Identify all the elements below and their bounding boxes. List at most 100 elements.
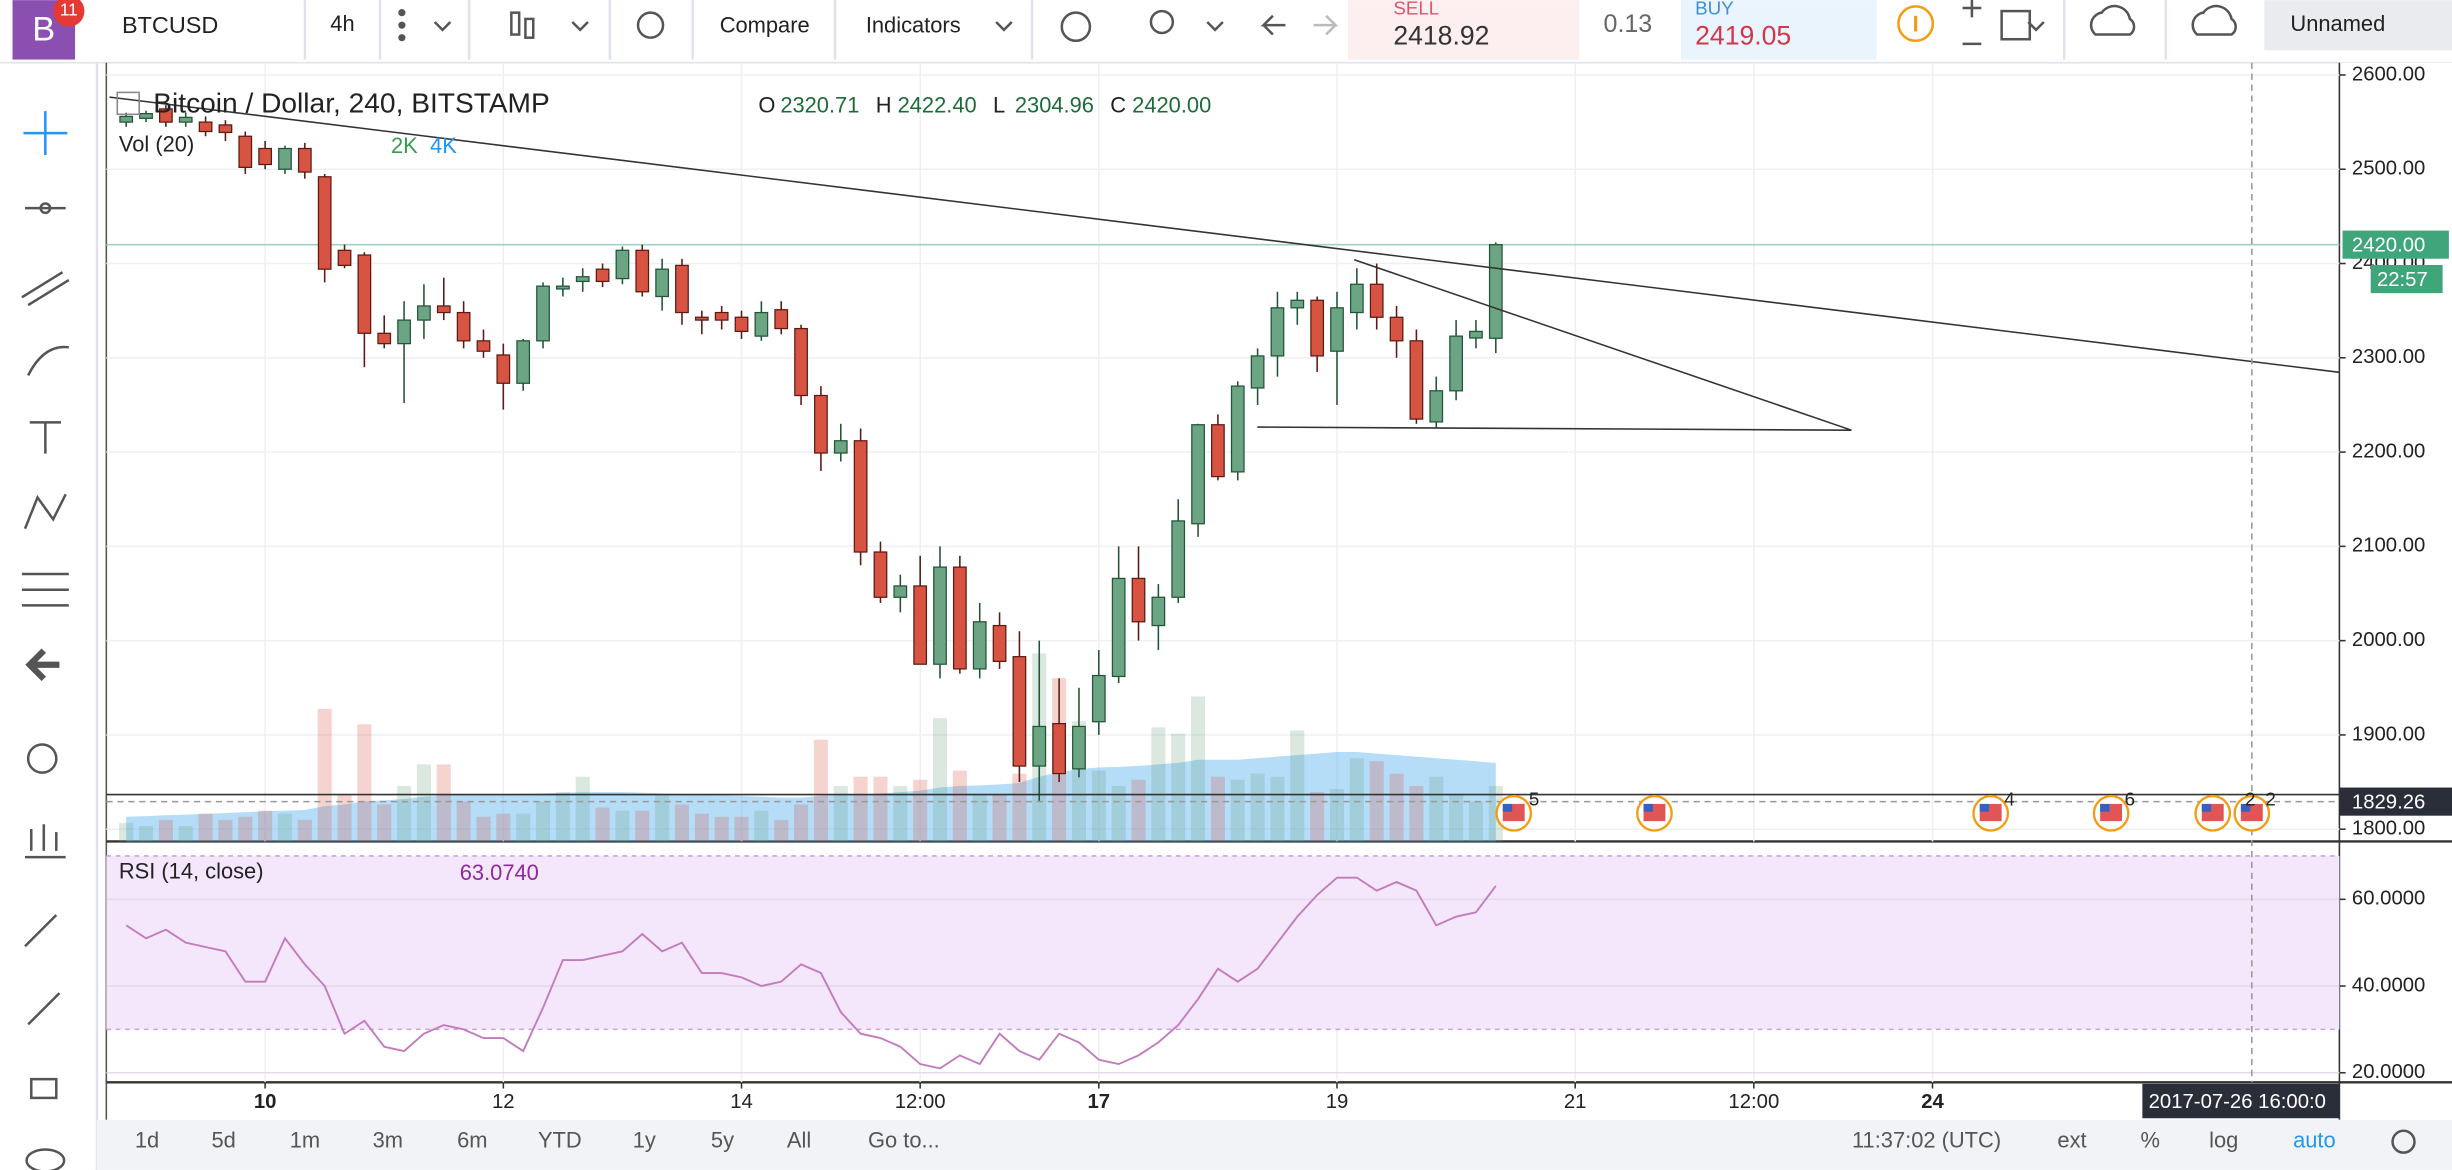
volume-bar [218, 819, 233, 842]
brush-tool[interactable] [27, 345, 69, 377]
ohlc-key: L [993, 92, 1005, 117]
ext-toggle[interactable]: ext [2057, 1127, 2086, 1152]
trend-tool[interactable] [21, 271, 70, 307]
volume-bar [754, 810, 769, 842]
range-button[interactable]: 6m [457, 1127, 487, 1152]
indicators-button[interactable]: Indicators [866, 13, 961, 38]
bulb-icon[interactable] [1149, 9, 1175, 35]
volume-bar [1449, 795, 1464, 842]
dropdown[interactable] [2027, 21, 2045, 32]
bottom-bar-items: 1d 5d 1m 3m 6m YTD 1y 5y All Go to... [135, 1127, 940, 1152]
dots [398, 34, 406, 42]
cloud-load[interactable] [2089, 4, 2136, 36]
range-button[interactable]: All [787, 1127, 811, 1152]
back-tool[interactable] [25, 648, 60, 682]
dropdown[interactable] [571, 21, 589, 32]
event-flag-canton [1979, 803, 1990, 812]
volume-bar [357, 724, 372, 842]
volume-bar [1429, 776, 1444, 842]
percent-toggle[interactable]: % [2140, 1127, 2159, 1152]
crosshair-price: 1829.26 [2352, 792, 2425, 814]
ohlc-value: 2422.40 [898, 92, 977, 117]
range-button[interactable]: 5y [711, 1127, 734, 1152]
zoom-buttons[interactable] [1962, 0, 1982, 46]
zoom-tool[interactable] [26, 743, 58, 774]
candle-body [794, 327, 808, 397]
volume-bar [1349, 758, 1364, 842]
volume-bar [1250, 773, 1265, 842]
data-window-tool[interactable] [25, 824, 66, 859]
undo-icon[interactable] [1260, 14, 1286, 36]
range-button[interactable]: 3m [373, 1127, 403, 1152]
candle-body [317, 176, 332, 270]
volume-ma-area [126, 752, 1496, 842]
dropdown[interactable] [433, 21, 452, 32]
settings-icon[interactable] [2391, 1129, 2416, 1154]
candle-body [536, 285, 550, 342]
range-button[interactable]: 1y [633, 1127, 656, 1152]
auto-toggle[interactable]: auto [2293, 1127, 2336, 1152]
interval[interactable]: 4h [330, 11, 354, 36]
candle-body [198, 121, 213, 133]
candle-body [337, 249, 352, 267]
candle-body [1270, 307, 1285, 357]
info-icon[interactable] [1897, 5, 1935, 43]
volume-bar [178, 826, 193, 842]
candle-body [555, 285, 570, 290]
redo-icon[interactable] [1313, 14, 1339, 36]
alarm-icon[interactable] [1060, 11, 1092, 43]
event-flag-canton [1502, 803, 1513, 812]
lock-tool[interactable] [30, 1077, 58, 1100]
volume-bar [1151, 727, 1166, 842]
sell-box[interactable] [1347, 0, 1580, 60]
volume-bar [1329, 789, 1345, 842]
y-tick-label: 2300.00 [2352, 346, 2425, 368]
candle-body [635, 249, 650, 293]
text-tool[interactable] [29, 421, 61, 454]
range-button[interactable]: Go to... [868, 1127, 940, 1152]
crosshair-tool[interactable] [23, 111, 68, 155]
sell-price: 2418.92 [1393, 21, 1489, 51]
candle-body [1171, 520, 1186, 598]
dropdown[interactable] [995, 21, 1013, 32]
cloud-save[interactable] [2191, 4, 2237, 36]
measure-tool[interactable] [21, 572, 69, 607]
dropdown[interactable] [1206, 21, 1224, 32]
candle-body [853, 440, 868, 553]
candle-body [436, 305, 451, 314]
buy-box[interactable] [1681, 0, 1877, 60]
symbol[interactable]: BTCUSD [122, 12, 218, 38]
range-button[interactable]: 1m [290, 1127, 320, 1152]
candle-icon[interactable] [510, 11, 521, 36]
volume-legend: 2K [391, 133, 418, 158]
rsi-line [125, 876, 1497, 1070]
candle-body [178, 116, 193, 123]
volume-bar [932, 718, 948, 842]
volume-bar [833, 785, 848, 842]
candle-body [913, 585, 928, 665]
volume-bar [1171, 733, 1186, 842]
volume-bar [575, 776, 590, 842]
y-tick-label: 20.0000 [2352, 1061, 2425, 1083]
magnet-tool[interactable] [24, 914, 58, 948]
volume-bar [813, 739, 828, 842]
pencil-tool[interactable] [27, 992, 61, 1026]
layout-box[interactable] [2264, 0, 2452, 51]
range-button[interactable]: 1d [135, 1127, 159, 1152]
log-toggle[interactable]: log [2209, 1127, 2238, 1152]
range-button[interactable]: 5d [211, 1127, 235, 1152]
volume-bar [774, 819, 789, 842]
settings-icon[interactable] [636, 11, 665, 39]
volume-bar [456, 801, 471, 842]
candle-body [278, 147, 292, 170]
compare-button[interactable]: Compare [720, 13, 810, 38]
range-button[interactable]: YTD [538, 1127, 582, 1152]
candle-body [1052, 722, 1066, 775]
dots[interactable] [398, 9, 406, 17]
pattern-tool[interactable] [23, 493, 67, 530]
eye-tool[interactable] [25, 1148, 66, 1170]
candle-body [377, 332, 392, 345]
volume-bar [198, 813, 213, 842]
y-tick-label: 2100.00 [2352, 535, 2425, 557]
